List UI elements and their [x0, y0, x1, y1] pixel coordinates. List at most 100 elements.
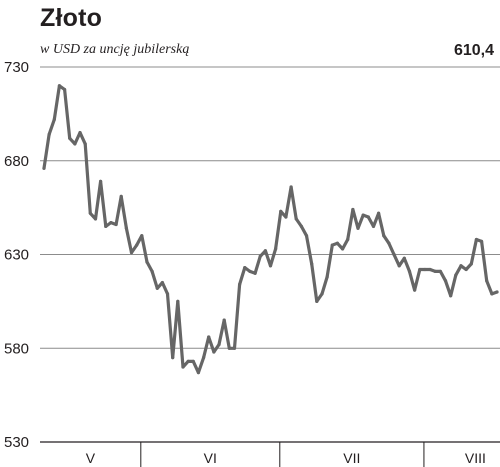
data-point — [62, 87, 67, 92]
data-point — [310, 262, 314, 266]
chart-title: Złoto — [40, 4, 103, 32]
y-axis-ticks: 730 680 630 580 530 — [4, 59, 29, 451]
data-point — [119, 194, 123, 198]
data-point — [490, 292, 494, 296]
month-label-vii: VII — [343, 450, 360, 466]
data-point — [201, 356, 206, 360]
data-point — [361, 213, 365, 217]
data-point — [474, 237, 479, 242]
data-point — [196, 371, 201, 375]
data-point — [145, 260, 149, 264]
data-point — [83, 142, 87, 146]
x-axis: VVIVIIVIIIIX — [40, 441, 500, 467]
data-point — [171, 356, 175, 360]
data-point — [99, 179, 103, 183]
data-point — [279, 209, 283, 213]
data-point — [289, 185, 293, 189]
data-point — [47, 132, 51, 137]
data-point — [232, 346, 237, 350]
data-point — [407, 269, 412, 273]
data-point — [248, 269, 252, 273]
data-point — [186, 359, 190, 363]
data-point — [479, 239, 484, 243]
data-point — [124, 226, 128, 230]
data-point — [176, 299, 180, 303]
last-value-label: 610,4 — [453, 42, 494, 59]
data-point — [330, 243, 334, 247]
data-point — [320, 292, 324, 296]
data-point — [155, 286, 159, 290]
data-point — [433, 269, 437, 273]
data-point — [160, 281, 164, 285]
data-point — [207, 335, 211, 339]
data-point — [104, 224, 108, 228]
data-point — [485, 279, 489, 283]
data-point — [52, 117, 56, 122]
data-point — [42, 166, 46, 170]
data-point — [284, 215, 288, 219]
grid-lines — [40, 66, 500, 349]
price-series-line — [42, 84, 499, 375]
data-point — [129, 251, 134, 255]
data-point — [212, 350, 216, 354]
data-point — [438, 269, 442, 273]
data-point — [304, 234, 309, 238]
data-point — [294, 217, 298, 221]
data-point — [315, 299, 319, 303]
y-tick-label-680: 680 — [4, 153, 29, 170]
data-point — [274, 247, 278, 251]
data-point — [114, 222, 118, 227]
data-point — [459, 264, 463, 268]
data-point — [371, 224, 376, 228]
y-tick-label-630: 630 — [4, 247, 29, 264]
data-point — [366, 215, 370, 219]
data-point — [78, 131, 82, 135]
series-layer — [42, 84, 499, 375]
data-point — [428, 267, 432, 272]
data-point — [243, 266, 247, 270]
data-point — [73, 142, 77, 146]
data-point — [418, 267, 422, 272]
data-point — [263, 249, 267, 253]
data-point — [346, 237, 350, 242]
data-point — [191, 359, 195, 363]
month-label-v: V — [86, 450, 96, 466]
y-tick-label-580: 580 — [4, 340, 29, 357]
data-point — [135, 243, 139, 247]
data-point — [454, 273, 458, 277]
data-point — [382, 234, 386, 238]
data-point — [68, 136, 72, 140]
data-point — [402, 256, 406, 260]
data-point — [165, 292, 170, 296]
data-point — [217, 342, 221, 347]
data-point — [222, 318, 226, 322]
month-label-vi: VI — [204, 450, 217, 466]
data-point — [140, 234, 144, 238]
data-point — [397, 264, 401, 268]
chart-subtitle: w USD za uncję jubilerską — [40, 42, 190, 57]
data-point — [413, 288, 417, 292]
y-tick-label-730: 730 — [4, 59, 29, 76]
data-point — [469, 262, 473, 266]
data-point — [227, 346, 231, 350]
data-point — [464, 267, 468, 272]
data-point — [377, 211, 381, 215]
data-point — [109, 221, 113, 225]
data-point — [340, 247, 345, 251]
data-point — [299, 224, 303, 228]
data-point — [258, 254, 262, 258]
data-point — [150, 269, 154, 273]
data-point — [57, 84, 62, 88]
data-point — [495, 290, 499, 294]
data-point — [325, 275, 329, 279]
data-point — [356, 226, 360, 230]
data-point — [351, 207, 355, 212]
data-point — [423, 267, 427, 272]
data-point — [181, 365, 185, 369]
data-point — [449, 294, 453, 298]
data-point — [93, 217, 98, 221]
data-point — [268, 264, 273, 268]
data-point — [392, 252, 396, 257]
data-point — [387, 241, 391, 245]
